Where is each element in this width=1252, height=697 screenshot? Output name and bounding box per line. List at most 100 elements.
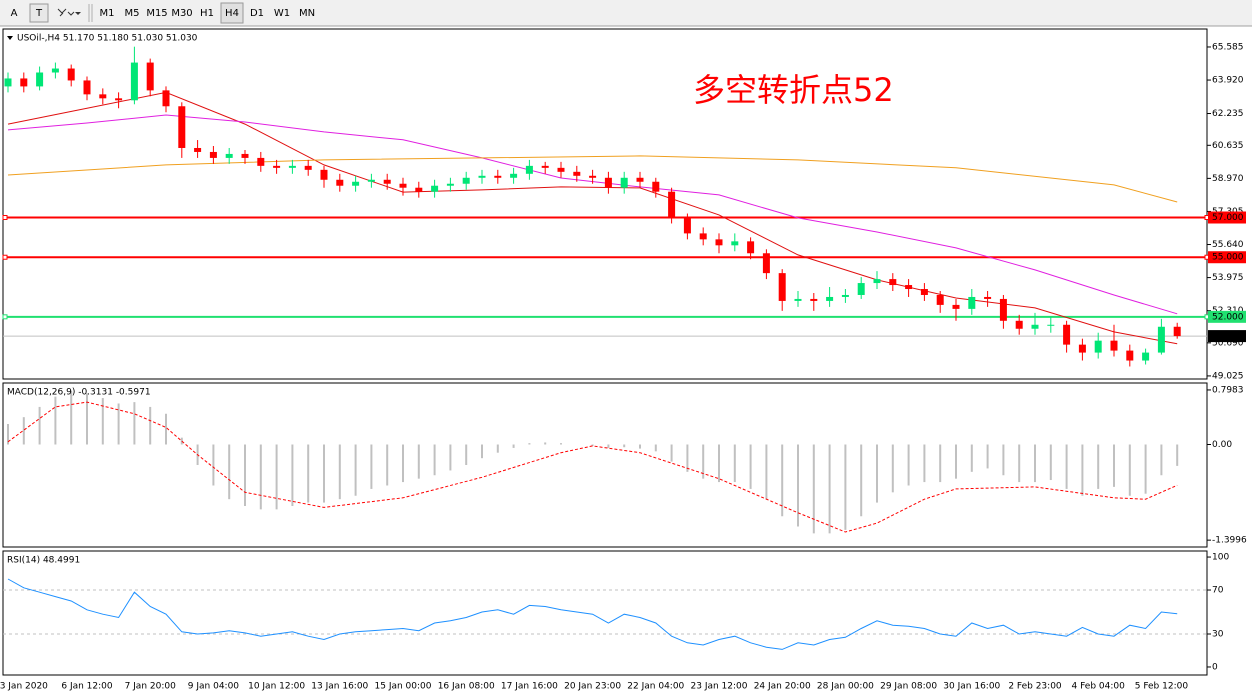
candle-body bbox=[984, 296, 992, 299]
candle-body bbox=[999, 298, 1007, 321]
candle-body bbox=[873, 279, 881, 284]
line-handle[interactable] bbox=[2, 254, 8, 260]
moving-average bbox=[7, 114, 1178, 315]
price-label-box bbox=[1208, 251, 1246, 264]
x-tick-label: 4 Feb 04:00 bbox=[1072, 682, 1126, 692]
price-label-box bbox=[1208, 310, 1246, 323]
y-tick-label: 0.7983 bbox=[1212, 385, 1244, 395]
timeframe-button[interactable]: W1 bbox=[274, 8, 290, 19]
line-handle[interactable] bbox=[2, 314, 8, 320]
tool-label[interactable]: A bbox=[11, 8, 18, 19]
moving-average bbox=[7, 155, 1178, 203]
plot-layer bbox=[2, 46, 1210, 650]
rsi-panel bbox=[2, 550, 1208, 676]
price-label-box bbox=[1208, 211, 1246, 224]
candle-body bbox=[683, 217, 691, 234]
candle-body bbox=[51, 68, 59, 73]
x-tick-label: 13 Jan 16:00 bbox=[311, 682, 368, 692]
candle-body bbox=[320, 169, 328, 180]
x-tick-label: 15 Jan 00:00 bbox=[375, 682, 432, 692]
candle-body bbox=[525, 165, 533, 174]
y-tick-label: 53.975 bbox=[1212, 273, 1244, 283]
timeframe-button[interactable]: D1 bbox=[250, 8, 264, 19]
timeframe-button[interactable]: M30 bbox=[171, 8, 192, 19]
timeframe-button[interactable]: M15 bbox=[146, 8, 167, 19]
candle-body bbox=[699, 233, 707, 240]
candle-body bbox=[494, 175, 502, 178]
candle-body bbox=[162, 90, 170, 107]
candle-body bbox=[352, 181, 360, 186]
x-tick-label: 22 Jan 04:00 bbox=[627, 682, 684, 692]
candle-body bbox=[541, 165, 549, 168]
timeframe-button[interactable]: M1 bbox=[100, 8, 115, 19]
x-tick-label: 29 Jan 08:00 bbox=[880, 682, 937, 692]
toolbar-items: A T M1 M5 M15 M30 H1 H4 D1 W1 MN bbox=[11, 2, 315, 24]
candle-body bbox=[383, 179, 391, 184]
candle-body bbox=[1031, 324, 1039, 329]
y-tick-label: 0.00 bbox=[1212, 440, 1232, 450]
panel-marker bbox=[7, 36, 13, 40]
tool-icon[interactable] bbox=[57, 8, 75, 17]
candle-body bbox=[83, 80, 91, 95]
candle-body bbox=[209, 151, 217, 158]
tool-button[interactable] bbox=[29, 3, 49, 23]
candle-body bbox=[478, 175, 486, 178]
x-tick-label: 17 Jan 16:00 bbox=[501, 682, 558, 692]
candle-body bbox=[1142, 352, 1150, 361]
tool-label[interactable]: T bbox=[35, 8, 43, 19]
y-tick-label: 58.970 bbox=[1212, 174, 1244, 184]
timeframe-button[interactable]: H1 bbox=[200, 8, 214, 19]
y-tick-label: 70 bbox=[1212, 586, 1224, 596]
candle-body bbox=[115, 98, 123, 101]
candle-body bbox=[446, 183, 454, 186]
candle-body bbox=[415, 187, 423, 192]
candle-body bbox=[194, 147, 202, 152]
candle-body bbox=[1094, 340, 1102, 353]
timeframe-button[interactable]: H4 bbox=[225, 8, 239, 19]
candle-body bbox=[67, 68, 75, 81]
candle-body bbox=[1047, 324, 1055, 326]
y-tick-label: 62.235 bbox=[1212, 109, 1244, 119]
candle-body bbox=[652, 181, 660, 192]
annotation: 多空转折点52 bbox=[693, 71, 894, 109]
candle-body bbox=[288, 165, 296, 168]
price-label-box bbox=[1208, 330, 1246, 343]
x-tick-label: 6 Jan 12:00 bbox=[61, 682, 113, 692]
macd-title: MACD(12,26,9) -0.3131 -0.5971 bbox=[7, 388, 151, 398]
line-handle[interactable] bbox=[2, 215, 8, 221]
timeframe-button[interactable]: M5 bbox=[125, 8, 140, 19]
candle-body bbox=[1126, 350, 1134, 361]
y-tick-label: 30 bbox=[1212, 629, 1224, 639]
y-tick-label: 0 bbox=[1212, 662, 1218, 672]
y-tick-label: 55.640 bbox=[1212, 240, 1244, 250]
x-tick-label: 5 Feb 12:00 bbox=[1135, 682, 1189, 692]
candle-body bbox=[257, 157, 265, 166]
candle-body bbox=[178, 106, 186, 148]
x-tick-label: 2 Feb 23:00 bbox=[1008, 682, 1062, 692]
candle-body bbox=[841, 294, 849, 297]
candle-body bbox=[557, 167, 565, 172]
candle-body bbox=[889, 279, 897, 286]
candle-body bbox=[273, 165, 281, 168]
candle-body bbox=[4, 78, 12, 87]
x-tick-label: 30 Jan 16:00 bbox=[943, 682, 1000, 692]
moving-average bbox=[7, 91, 1178, 345]
rsi-line bbox=[7, 578, 1178, 650]
candle-body bbox=[1110, 340, 1118, 351]
dropdown-arrow[interactable] bbox=[75, 12, 81, 15]
candle-body bbox=[810, 298, 818, 301]
candle-body bbox=[589, 175, 597, 178]
x-tick-label: 24 Jan 20:00 bbox=[754, 682, 811, 692]
timeframe-button[interactable]: MN bbox=[299, 8, 315, 19]
y-tick-label: 49.025 bbox=[1212, 371, 1244, 381]
candle-body bbox=[367, 179, 375, 182]
candle-body bbox=[920, 289, 928, 295]
y-tick-label: 100 bbox=[1212, 553, 1229, 563]
candle-body bbox=[99, 94, 107, 99]
y-tick-label: 63.920 bbox=[1212, 76, 1244, 86]
candle-body bbox=[715, 239, 723, 246]
candle-body bbox=[668, 191, 676, 218]
candle-body bbox=[146, 62, 154, 91]
candle-body bbox=[225, 153, 233, 158]
timeframe-active[interactable] bbox=[220, 2, 244, 24]
